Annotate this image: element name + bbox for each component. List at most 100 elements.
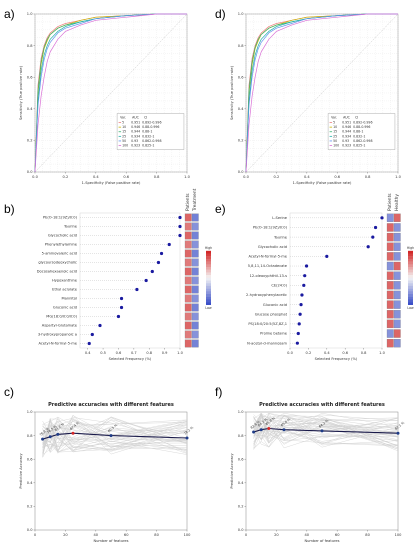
- point-label: 85.4 %: [280, 417, 291, 427]
- colorbar-low: Low: [205, 306, 212, 310]
- heat-cell: [184, 231, 192, 240]
- legend-var: 25: [122, 134, 126, 138]
- y-tick-label: 0.2: [27, 505, 33, 509]
- colorbar-step: [206, 296, 211, 300]
- panel-label: d): [215, 7, 226, 21]
- x-tick-label: 0.4: [324, 351, 330, 355]
- colorbar-step: [408, 256, 413, 260]
- legend-header: AUC: [343, 116, 351, 120]
- heat-cell: [184, 339, 192, 348]
- y-tick-label: 0.2: [27, 139, 33, 143]
- legend-auc: 0.951: [131, 121, 140, 125]
- y-tick-label: 0.0: [238, 528, 244, 532]
- category-label: Hypoxanthine: [52, 279, 78, 283]
- category-label: Proline betaine: [260, 332, 288, 336]
- replicate-line: [253, 417, 399, 448]
- replicate-line: [42, 417, 188, 444]
- category-label: N-acetyl-d-mannosam: [247, 341, 287, 345]
- data-point: [178, 215, 182, 220]
- data-point: [371, 235, 375, 239]
- x-tick-label: 0.6: [342, 351, 348, 355]
- x-tick-label: 0.8: [154, 175, 160, 179]
- mean-point: [259, 428, 263, 432]
- legend-ci: 0.862-0.998: [142, 139, 161, 143]
- heat-cell: [386, 300, 394, 309]
- heat-cell: [184, 312, 192, 321]
- replicate-line: [42, 417, 188, 451]
- data-point: [135, 287, 139, 292]
- colorbar-step: [206, 250, 211, 254]
- heat-cell: [191, 312, 199, 321]
- replicate-line: [253, 414, 399, 442]
- y-tick-label: 1.0: [238, 12, 244, 16]
- data-point: [295, 341, 299, 345]
- colorbar-step: [206, 267, 211, 270]
- heat-cell: [191, 267, 199, 276]
- category-label: Glycocholic acid: [48, 234, 77, 238]
- x-tick-label: 0.4: [304, 175, 310, 179]
- legend-var: 5: [122, 121, 124, 125]
- legend-var: 100: [333, 144, 339, 148]
- replicate-line: [42, 429, 188, 453]
- y-tick-label: 0.0: [27, 528, 33, 532]
- category-label: glycoursodeoxycholic: [38, 261, 77, 265]
- y-tick-label: 0.0: [238, 170, 244, 174]
- colorbar-step: [408, 296, 413, 300]
- x-axis-label: 1-Specificity (False positive rate): [82, 181, 141, 185]
- data-point: [303, 274, 307, 278]
- mean-point: [185, 436, 189, 440]
- heat-cell: [386, 310, 394, 319]
- heat-cell: [393, 213, 401, 222]
- legend-ci: 0.862-0.998: [353, 139, 372, 143]
- data-point: [178, 224, 182, 229]
- data-point: [366, 245, 370, 249]
- diagonal-line: [34, 13, 188, 173]
- heat-cell: [191, 249, 199, 258]
- heat-cell: [393, 319, 401, 329]
- y-tick-label: 0.4: [238, 107, 244, 111]
- legend-box: [116, 113, 185, 150]
- data-point: [90, 332, 94, 337]
- heat-cell: [393, 290, 401, 300]
- category-label: Taurine: [63, 225, 78, 229]
- legend-ci: 0.832-1: [353, 134, 365, 138]
- y-tick-label: 0.4: [27, 481, 33, 485]
- colorbar-step: [206, 261, 211, 265]
- heat-cell: [184, 276, 192, 285]
- x-axis-label: Number of features: [304, 539, 339, 543]
- heat-cell: [386, 329, 394, 338]
- y-axis-label: Sensitivity (True positive rate): [19, 65, 23, 120]
- y-tick-label: 0.4: [27, 107, 33, 111]
- heat-cell: [386, 213, 394, 222]
- frequency-chart: L-Serine PE(O-18:1(9Z)/0:0) Taurine Glycoch…: [246, 193, 414, 361]
- y-axis-label: Predictive Accuracy: [230, 452, 234, 488]
- category-label: Docosahexaenoic acid: [37, 270, 77, 274]
- heat-cell: [184, 240, 192, 249]
- replicate-line: [253, 414, 399, 443]
- legend-var: 50: [333, 139, 337, 143]
- x-tick-label: 0.6: [123, 175, 129, 179]
- roc-line-100: [34, 13, 187, 173]
- heat-cell: [191, 222, 199, 231]
- x-tick-label: 0: [245, 533, 248, 537]
- data-point: [299, 303, 303, 307]
- legend-ci: 0.88-0.996: [142, 125, 159, 129]
- category-label: Acetyl-N-formyl-5-me: [39, 342, 78, 346]
- heat-cell: [184, 330, 192, 339]
- heat-cell: [386, 223, 394, 232]
- heat-cell: [386, 339, 394, 348]
- colorbar-step: [206, 288, 211, 292]
- replicate-line: [253, 412, 399, 441]
- legend-var: 5: [333, 121, 335, 125]
- heat-cell: [184, 303, 192, 312]
- heat-cell: [184, 285, 192, 294]
- heat-cell: [184, 294, 192, 303]
- colorbar-step: [206, 272, 211, 276]
- heat-cell: [184, 213, 192, 222]
- x-tick-label: 0.0: [243, 175, 249, 179]
- colorbar-high: High: [205, 246, 212, 250]
- legend-ci: 0.832-1: [142, 134, 154, 138]
- category-label: Gluconic acid: [53, 306, 77, 310]
- y-tick-label: 0.2: [238, 139, 244, 143]
- colorbar-low: Low: [407, 306, 414, 310]
